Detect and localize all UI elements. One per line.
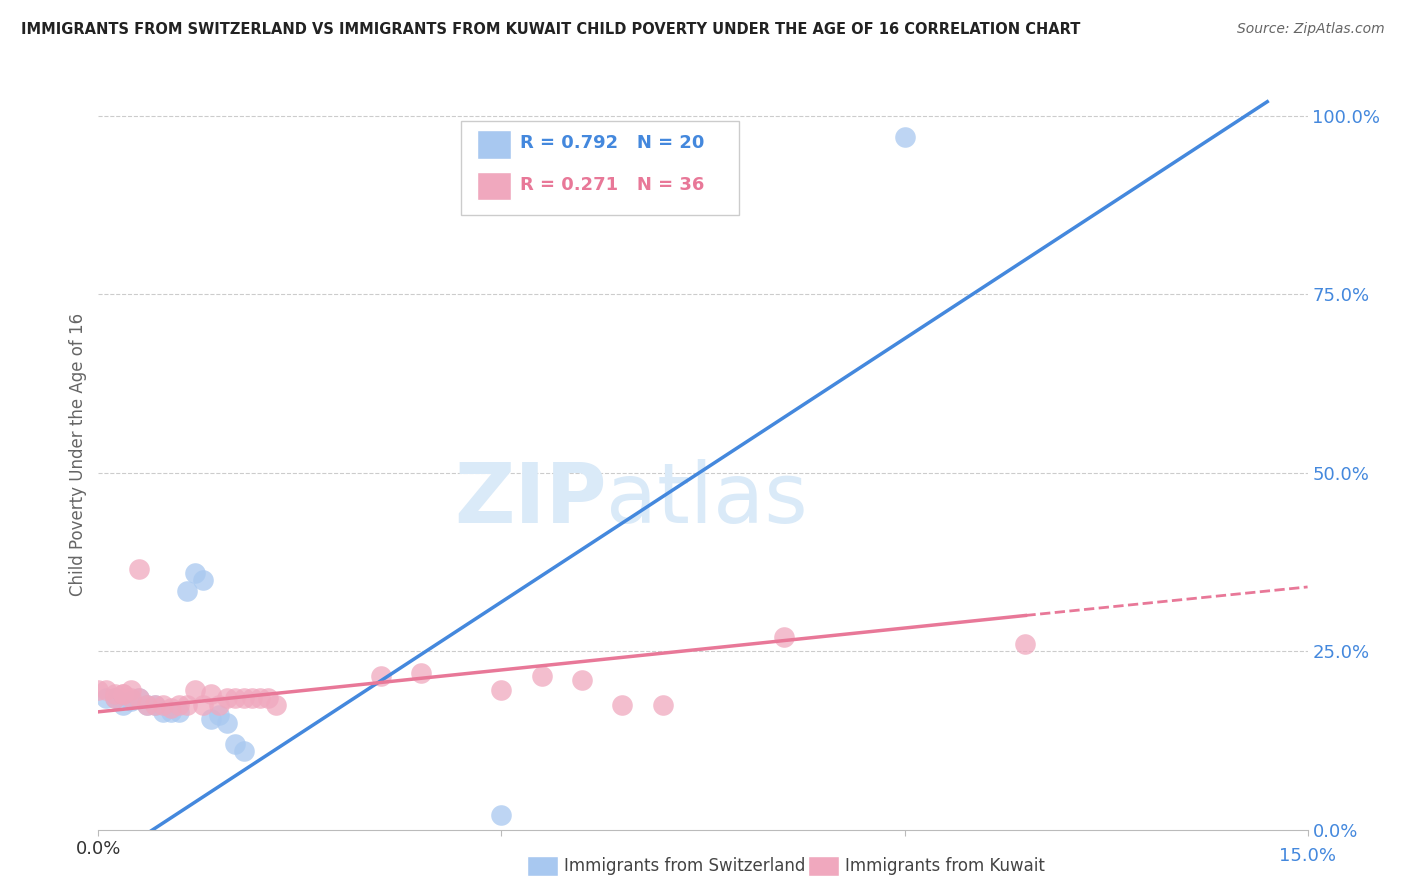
Point	[217, 715, 239, 730]
FancyBboxPatch shape	[477, 171, 510, 200]
Point	[224, 690, 246, 705]
Point	[103, 687, 125, 701]
Point	[409, 665, 432, 680]
Point	[217, 690, 239, 705]
Point	[1014, 637, 1036, 651]
FancyBboxPatch shape	[461, 121, 740, 215]
Point	[135, 698, 157, 712]
Point	[232, 744, 254, 758]
Point	[491, 683, 513, 698]
Point	[103, 690, 125, 705]
Point	[370, 669, 392, 683]
Point	[128, 690, 150, 705]
Point	[96, 690, 118, 705]
Point	[264, 698, 287, 712]
Point	[176, 698, 198, 712]
Point	[111, 687, 134, 701]
Point	[160, 701, 183, 715]
Point	[530, 669, 553, 683]
Point	[256, 690, 278, 705]
Point	[491, 808, 513, 822]
Point	[87, 683, 110, 698]
Point	[208, 698, 231, 712]
Point	[160, 705, 183, 719]
Point	[120, 683, 142, 698]
Point	[120, 690, 142, 705]
Point	[167, 705, 190, 719]
Text: Immigrants from Kuwait: Immigrants from Kuwait	[845, 857, 1045, 875]
Text: R = 0.271   N = 36: R = 0.271 N = 36	[520, 177, 704, 194]
Point	[143, 698, 166, 712]
Text: Immigrants from Switzerland: Immigrants from Switzerland	[564, 857, 806, 875]
Point	[232, 690, 254, 705]
Point	[111, 698, 134, 712]
Point	[193, 698, 215, 712]
Text: IMMIGRANTS FROM SWITZERLAND VS IMMIGRANTS FROM KUWAIT CHILD POVERTY UNDER THE AG: IMMIGRANTS FROM SWITZERLAND VS IMMIGRANT…	[21, 22, 1080, 37]
Text: R = 0.792   N = 20: R = 0.792 N = 20	[520, 134, 704, 153]
Point	[143, 698, 166, 712]
Point	[571, 673, 593, 687]
Point	[184, 683, 207, 698]
Point	[208, 708, 231, 723]
Point	[184, 566, 207, 580]
Y-axis label: Child Poverty Under the Age of 16: Child Poverty Under the Age of 16	[69, 313, 87, 597]
Text: atlas: atlas	[606, 459, 808, 541]
Point	[893, 130, 915, 145]
Point	[135, 698, 157, 712]
Point	[128, 562, 150, 576]
Point	[152, 705, 174, 719]
Point	[772, 630, 794, 644]
Point	[612, 698, 634, 712]
Point	[152, 698, 174, 712]
Point	[120, 694, 142, 708]
Point	[249, 690, 271, 705]
Point	[651, 698, 673, 712]
Point	[224, 737, 246, 751]
Text: ZIP: ZIP	[454, 459, 606, 541]
Point	[193, 573, 215, 587]
Text: 15.0%: 15.0%	[1279, 847, 1336, 865]
Point	[240, 690, 263, 705]
Point	[96, 683, 118, 698]
Point	[200, 687, 222, 701]
Point	[176, 583, 198, 598]
Text: Source: ZipAtlas.com: Source: ZipAtlas.com	[1237, 22, 1385, 37]
FancyBboxPatch shape	[477, 130, 510, 159]
Point	[111, 687, 134, 701]
Point	[103, 690, 125, 705]
Point	[200, 712, 222, 726]
Point	[167, 698, 190, 712]
Point	[128, 690, 150, 705]
